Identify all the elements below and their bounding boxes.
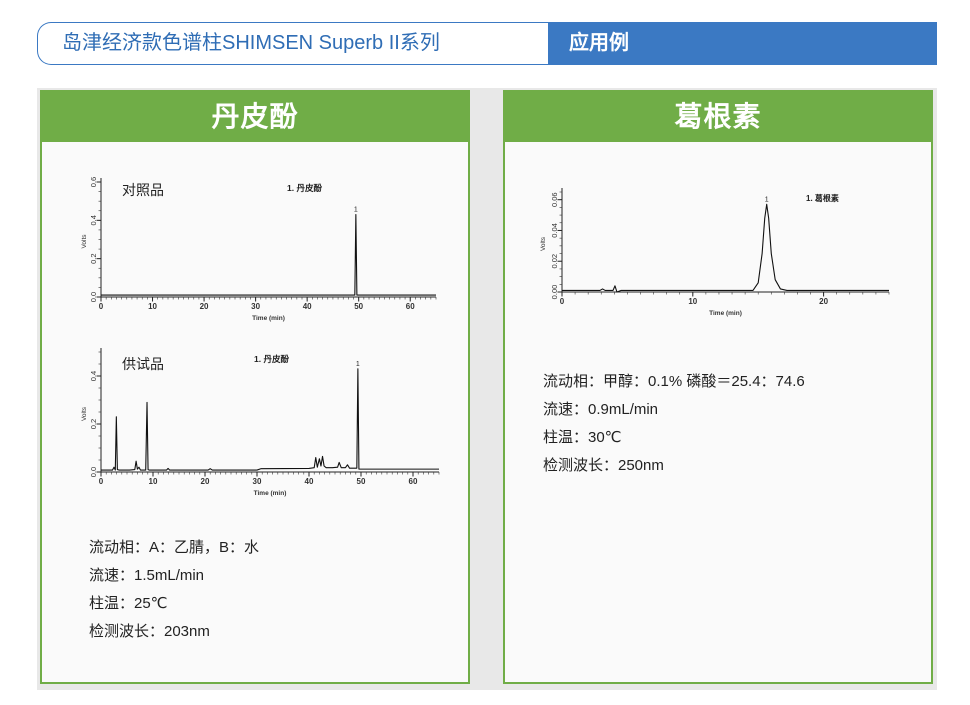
y-tick-label: 0.04 bbox=[550, 223, 559, 238]
y-tick-label: 0.6 bbox=[89, 177, 98, 187]
y-tick-label: 0.2 bbox=[89, 419, 98, 429]
x-tick-label: 60 bbox=[409, 477, 418, 486]
y-axis-label: Volts bbox=[81, 234, 88, 249]
peak-label: 1 bbox=[356, 361, 360, 368]
y-tick-label: 0.02 bbox=[550, 254, 559, 269]
chromatogram-trace bbox=[562, 203, 889, 293]
y-tick-label: 0.4 bbox=[89, 215, 98, 225]
chromatogram-trace bbox=[101, 368, 439, 471]
y-tick-label: 0.0 bbox=[89, 292, 98, 302]
condition-flow-rate: 流速：0.9mL/min bbox=[543, 401, 659, 418]
x-tick-label: 0 bbox=[99, 477, 104, 486]
x-tick-label: 20 bbox=[201, 477, 210, 486]
x-tick-label: 0 bbox=[560, 297, 565, 306]
y-tick-label: 0.2 bbox=[89, 253, 98, 263]
condition-mobile-phase: 流动相：A：乙腈，B：水 bbox=[89, 539, 260, 556]
card-title: 丹皮酚 bbox=[42, 92, 468, 142]
x-axis-label: Time (min) bbox=[252, 315, 285, 322]
condition-wavelength: 检测波长：250nm bbox=[543, 457, 664, 474]
x-axis-label: Time (min) bbox=[254, 490, 287, 497]
x-tick-label: 10 bbox=[149, 477, 158, 486]
x-tick-label: 20 bbox=[819, 297, 828, 306]
condition-mobile-phase: 流动相：甲醇：0.1% 磷酸＝25.4：74.6 bbox=[543, 373, 805, 390]
x-tick-label: 10 bbox=[688, 297, 697, 306]
chromatogram-trace bbox=[101, 214, 436, 296]
y-tick-label: 0.06 bbox=[550, 192, 559, 207]
chromatogram-2: 0 10 20 30 40 50 60 0.0 0.2 0.4 Time (min) Volts 1 1.… bbox=[81, 348, 440, 497]
condition-column-temp: 柱温：25℃ bbox=[89, 595, 168, 612]
sample-label: 供试品 bbox=[122, 356, 164, 372]
y-tick-label: 0.4 bbox=[89, 371, 98, 381]
application-card-paeonol: 0 10 20 30 40 50 60 0.0 0.2 0.4 0.6 Time (min) Volts… bbox=[40, 90, 470, 684]
x-tick-label: 30 bbox=[253, 477, 262, 486]
y-axis-label: Volts bbox=[81, 406, 88, 421]
chromatogram-area: 0 10 20 0.00 0.02 0.04 0.06 Time (min) Volts 1 1. … bbox=[540, 188, 890, 317]
x-tick-label: 10 bbox=[148, 302, 157, 311]
x-tick-label: 40 bbox=[305, 477, 314, 486]
x-tick-label: 0 bbox=[99, 302, 104, 311]
x-tick-label: 50 bbox=[354, 302, 363, 311]
x-tick-label: 60 bbox=[406, 302, 415, 311]
section-label: 应用例 bbox=[548, 22, 937, 65]
condition-column-temp: 柱温：30℃ bbox=[543, 429, 622, 446]
x-tick-label: 30 bbox=[251, 302, 260, 311]
peak-legend: 1. 丹皮酚 bbox=[287, 183, 322, 193]
x-tick-label: 50 bbox=[357, 477, 366, 486]
peak-legend: 1. 葛根素 bbox=[806, 193, 839, 203]
peak-legend: 1. 丹皮酚 bbox=[254, 354, 289, 364]
condition-wavelength: 检测波长：203nm bbox=[89, 623, 210, 640]
page-header: 岛津经济款色谱柱SHIMSEN Superb II系列 应用例 bbox=[37, 22, 937, 65]
x-axis-label: Time (min) bbox=[709, 310, 742, 317]
peak-label: 1 bbox=[354, 207, 358, 214]
y-axis-label: Volts bbox=[540, 236, 547, 251]
chromatogram-3: 0 10 20 0.00 0.02 0.04 0.06 Time (min) Volts 1 1. … bbox=[540, 188, 890, 317]
peak-label: 1 bbox=[765, 196, 769, 203]
series-title: 岛津经济款色谱柱SHIMSEN Superb II系列 bbox=[37, 22, 548, 65]
x-tick-label: 20 bbox=[200, 302, 209, 311]
chromatogram-1: 0 10 20 30 40 50 60 0.0 0.2 0.4 0.6 Time (min) Volts… bbox=[81, 177, 437, 322]
y-tick-label: 0.0 bbox=[89, 467, 98, 477]
condition-flow-rate: 流速：1.5mL/min bbox=[89, 567, 205, 584]
application-card-puerarin: 0 10 20 0.00 0.02 0.04 0.06 Time (min) Volts 1 1. … bbox=[503, 90, 933, 684]
card-title: 葛根素 bbox=[505, 92, 931, 142]
sample-label: 对照品 bbox=[122, 182, 164, 198]
x-tick-label: 40 bbox=[303, 302, 312, 311]
y-tick-label: 0.00 bbox=[550, 285, 559, 300]
